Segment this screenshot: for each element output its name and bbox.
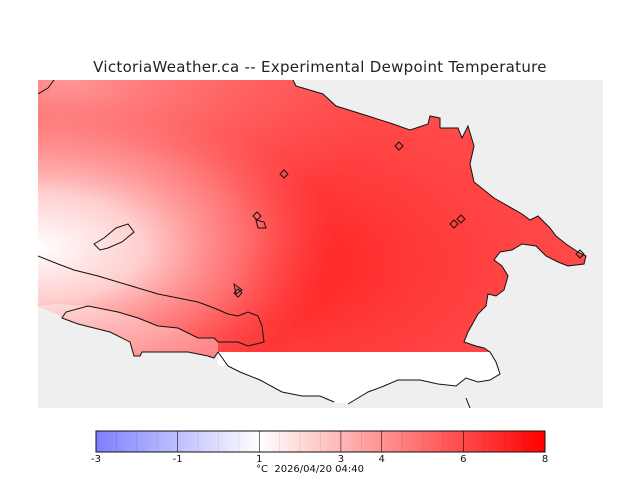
colorbar-tick-label: 1 bbox=[256, 454, 263, 465]
timestamp: 2026/04/20 04:40 bbox=[274, 464, 364, 475]
station-marker bbox=[575, 249, 585, 259]
station-marker bbox=[233, 288, 243, 298]
colorbar-tick-label: 6 bbox=[460, 454, 467, 465]
colorbar-tick-label: 8 bbox=[541, 454, 549, 465]
station-markers bbox=[233, 141, 585, 298]
unit-label: °C bbox=[256, 464, 268, 475]
map-title: VictoriaWeather.ca -- Experimental Dewpo… bbox=[93, 58, 547, 76]
colorbar-gradient bbox=[95, 430, 546, 453]
station-marker bbox=[449, 219, 459, 229]
colorbar-footer: °C 2026/04/20 04:40 bbox=[256, 464, 364, 475]
colorbar-tick-label: -1 bbox=[172, 454, 183, 465]
no-data-region bbox=[218, 352, 500, 404]
station-marker bbox=[394, 141, 404, 151]
station-marker bbox=[456, 214, 466, 224]
station-marker bbox=[252, 211, 262, 221]
dewpoint-field bbox=[38, 80, 586, 358]
colorbar-tick-label: -3 bbox=[91, 454, 101, 465]
colorbar-tick-label: 3 bbox=[337, 454, 345, 465]
station-marker bbox=[279, 169, 289, 179]
colorbar-tick-label: 4 bbox=[378, 454, 385, 465]
coastlines bbox=[38, 80, 587, 408]
dewpoint-map bbox=[38, 80, 603, 408]
colorbar-divisions bbox=[116, 431, 525, 452]
